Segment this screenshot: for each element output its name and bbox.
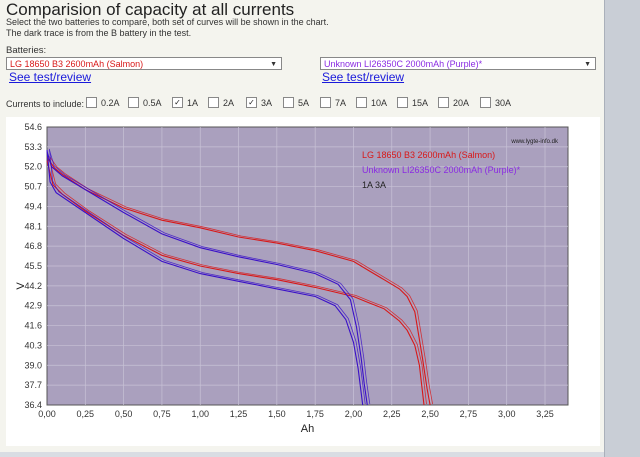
checkbox[interactable] — [86, 97, 97, 108]
y-tick-label: 37.7 — [24, 380, 42, 390]
y-axis-label: V — [15, 282, 27, 290]
y-tick-label: 53.3 — [24, 142, 42, 152]
x-tick-label: 2,25 — [383, 409, 401, 419]
x-tick-label: 3,25 — [536, 409, 554, 419]
chart-container: 54.6 53.3 52.0 50.7 49.4 48.1 46.8 45.5 44.2 42.9… — [6, 117, 600, 446]
chevron-down-icon: ▼ — [584, 58, 591, 71]
y-tick-label: 45.5 — [24, 261, 42, 271]
legend-entry-b: Unknown LI26350C 2000mAh (Purple)* — [362, 165, 521, 175]
battery-b-review-link[interactable]: See test/review — [322, 70, 404, 84]
x-tick-label: 2,00 — [345, 409, 363, 419]
current-option-1a[interactable]: ✓ 1A — [172, 97, 198, 108]
current-option-label: 20A — [453, 98, 469, 108]
y-tick-label: 50.7 — [24, 182, 42, 192]
y-tick-label: 52.0 — [24, 162, 42, 172]
battery-a-select[interactable]: LG 18650 B3 2600mAh (Salmon) ▼ — [6, 57, 282, 70]
y-tick-label: 42.9 — [24, 301, 42, 311]
batteries-label: Batteries: — [6, 45, 46, 56]
checkbox-checked[interactable]: ✓ — [246, 97, 257, 108]
checkbox[interactable] — [356, 97, 367, 108]
battery-a-value: LG 18650 B3 2600mAh (Salmon) — [10, 59, 143, 69]
current-option-2a[interactable]: 2A — [208, 97, 234, 108]
x-tick-label: 1,25 — [230, 409, 248, 419]
x-tick-label: 0,00 — [38, 409, 56, 419]
description-line-2: The dark trace is from the B battery in … — [6, 28, 329, 39]
current-option-label: 10A — [371, 98, 387, 108]
battery-b-value: Unknown LI26350C 2000mAh (Purple)* — [324, 59, 482, 69]
x-tick-label: 0,50 — [115, 409, 133, 419]
checkbox[interactable] — [320, 97, 331, 108]
current-option-label: 7A — [335, 98, 346, 108]
legend-currents: 1A 3A — [362, 180, 386, 190]
battery-b-select[interactable]: Unknown LI26350C 2000mAh (Purple)* ▼ — [320, 57, 596, 70]
capacity-chart: 54.6 53.3 52.0 50.7 49.4 48.1 46.8 45.5 44.2 42.9… — [6, 117, 600, 446]
current-option-label: 1A — [187, 98, 198, 108]
current-option-7a[interactable]: 7A — [320, 97, 346, 108]
y-tick-label: 40.3 — [24, 340, 42, 350]
x-tick-label: 1,00 — [191, 409, 209, 419]
checkbox[interactable] — [208, 97, 219, 108]
current-option-10a[interactable]: 10A — [356, 97, 387, 108]
checkbox[interactable] — [480, 97, 491, 108]
checkbox[interactable] — [128, 97, 139, 108]
current-option-label: 5A — [298, 98, 309, 108]
battery-a-review-link[interactable]: See test/review — [9, 70, 91, 84]
current-option-label: 15A — [412, 98, 428, 108]
current-option-30a[interactable]: 30A — [480, 97, 511, 108]
x-tick-label: 1,75 — [306, 409, 324, 419]
x-tick-label: 1,50 — [268, 409, 286, 419]
current-option-3a[interactable]: ✓ 3A — [246, 97, 272, 108]
current-option-0.5a[interactable]: 0.5A — [128, 97, 162, 108]
legend-entry-a: LG 18650 B3 2600mAh (Salmon) — [362, 150, 495, 160]
checkbox[interactable] — [397, 97, 408, 108]
chevron-down-icon: ▼ — [270, 58, 277, 71]
currents-label: Currents to include: — [6, 99, 84, 109]
current-option-20a[interactable]: 20A — [438, 97, 469, 108]
description-line-1: Select the two batteries to compare, bot… — [6, 17, 329, 28]
current-option-label: 30A — [495, 98, 511, 108]
checkbox[interactable] — [283, 97, 294, 108]
y-tick-label: 49.4 — [24, 201, 42, 211]
y-tick-label: 46.8 — [24, 241, 42, 251]
current-option-5a[interactable]: 5A — [283, 97, 309, 108]
current-option-label: 2A — [223, 98, 234, 108]
x-tick-label: 0,25 — [77, 409, 95, 419]
y-tick-label: 54.6 — [24, 122, 42, 132]
right-scroll-area — [604, 0, 640, 457]
checkbox-checked[interactable]: ✓ — [172, 97, 183, 108]
watermark-text: www.lygte-info.dk — [510, 139, 559, 145]
y-tick-label: 44.2 — [24, 281, 42, 291]
x-tick-label: 3,00 — [498, 409, 516, 419]
x-tick-label: 2,50 — [421, 409, 439, 419]
current-option-label: 0.2A — [101, 98, 120, 108]
page-description: Select the two batteries to compare, bot… — [6, 17, 329, 39]
y-tick-label: 41.6 — [24, 321, 42, 331]
x-tick-label: 2,75 — [460, 409, 478, 419]
current-option-15a[interactable]: 15A — [397, 97, 428, 108]
x-tick-label: 0,75 — [153, 409, 171, 419]
x-axis-label: Ah — [301, 423, 314, 435]
current-option-0.2a[interactable]: 0.2A — [86, 97, 120, 108]
current-option-label: 3A — [261, 98, 272, 108]
y-tick-label: 48.1 — [24, 221, 42, 231]
y-tick-label: 39.0 — [24, 360, 42, 370]
checkbox[interactable] — [438, 97, 449, 108]
current-option-label: 0.5A — [143, 98, 162, 108]
